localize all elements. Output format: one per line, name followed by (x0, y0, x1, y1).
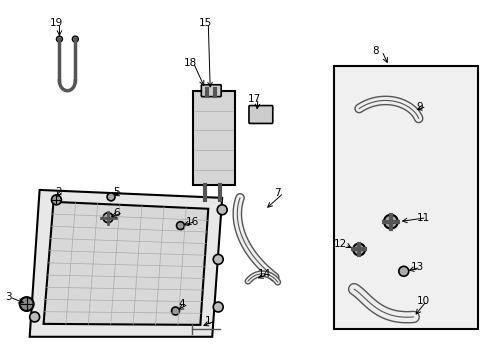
Circle shape (176, 222, 184, 230)
Text: 3: 3 (5, 292, 12, 302)
Text: 6: 6 (113, 208, 120, 218)
Circle shape (172, 307, 179, 315)
Text: 10: 10 (416, 296, 430, 306)
FancyBboxPatch shape (249, 105, 273, 123)
Circle shape (107, 193, 115, 201)
Circle shape (20, 297, 34, 311)
Circle shape (73, 36, 78, 42)
Text: 17: 17 (248, 94, 261, 104)
FancyBboxPatch shape (201, 85, 221, 96)
Circle shape (353, 243, 365, 255)
Circle shape (217, 205, 227, 215)
Text: 19: 19 (49, 18, 63, 28)
Circle shape (56, 36, 62, 42)
Text: 5: 5 (113, 187, 120, 197)
Circle shape (399, 266, 409, 276)
Polygon shape (44, 202, 208, 325)
Text: 12: 12 (334, 239, 347, 249)
Text: 4: 4 (178, 299, 185, 309)
Text: 14: 14 (258, 269, 271, 279)
Text: 18: 18 (183, 58, 196, 68)
Text: 1: 1 (205, 316, 212, 326)
Text: 8: 8 (372, 46, 379, 56)
Circle shape (384, 215, 398, 229)
Text: 7: 7 (274, 188, 280, 198)
Text: 2: 2 (55, 187, 61, 197)
Text: 16: 16 (185, 217, 199, 227)
Text: 13: 13 (411, 262, 424, 272)
Text: 15: 15 (198, 18, 212, 28)
Text: 9: 9 (416, 102, 423, 112)
Polygon shape (30, 190, 222, 337)
Circle shape (103, 213, 113, 223)
Circle shape (30, 312, 40, 322)
Circle shape (213, 302, 223, 312)
Polygon shape (194, 91, 235, 185)
Circle shape (213, 255, 223, 264)
Bar (334, 66, 478, 329)
Text: 11: 11 (416, 213, 430, 223)
Circle shape (51, 195, 61, 205)
